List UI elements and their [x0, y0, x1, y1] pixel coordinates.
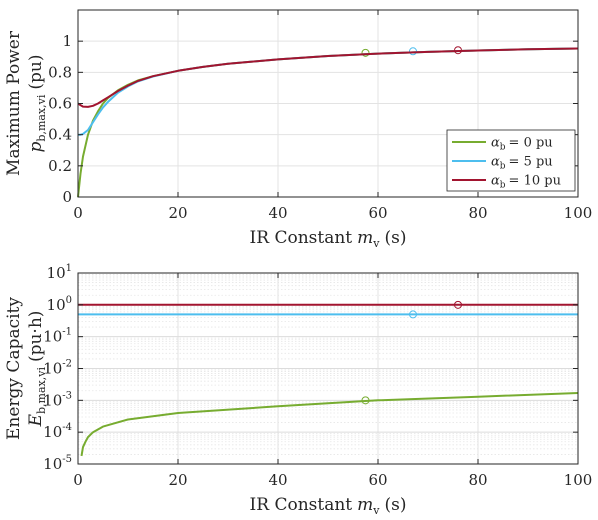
power-x-label-text: IR Constant: [250, 228, 353, 248]
legend-symbol-2: α: [491, 174, 500, 189]
energy-y-tick-exponent: -5: [62, 454, 72, 465]
power-y-axis-label: Maximum Power pb,max,vi (pu): [4, 30, 48, 176]
power-series-marker-2: [454, 46, 462, 55]
energy-x-ticks: 0 20 40 60 80 100: [73, 273, 592, 489]
legend-symbol-1: α: [491, 155, 500, 170]
energy-y-tick-base: 10: [43, 328, 62, 346]
energy-series-line-0: [80, 392, 579, 457]
energy-y-label-unit: (pu·h): [26, 311, 46, 362]
power-y-tick-label: 0.8: [48, 63, 72, 81]
energy-y-tick-label: 101: [47, 263, 72, 282]
energy-y-tick-exponent: 0: [66, 295, 72, 306]
power-x-label-sub: v: [372, 237, 380, 250]
energy-x-tick-label: 0: [73, 471, 83, 489]
energy-y-label-sub: b,max,vi: [35, 367, 48, 414]
energy-x-label-sub: v: [372, 504, 380, 517]
power-x-label-symbol: m: [357, 228, 373, 248]
power-y-tick-label: 0: [62, 188, 72, 206]
energy-series-marker-0: [361, 396, 370, 405]
energy-y-label-text: Energy Capacity: [4, 297, 24, 440]
legend-label-0: αb = 0 pu: [491, 136, 553, 153]
energy-x-axis-label: IR Constant mv (s): [250, 495, 407, 517]
power-y-tick-label: 1: [62, 32, 72, 50]
energy-y-label-symbol: E: [26, 413, 46, 427]
power-x-tick-label: 100: [564, 204, 593, 222]
energy-y-tick-base: 10: [43, 391, 62, 409]
power-y-label-sub: b,max,vi: [35, 94, 48, 141]
energy-y-tick-exponent: -3: [62, 390, 72, 401]
power-x-tick-label: 20: [168, 204, 187, 222]
energy-series-marker-1: [409, 310, 417, 319]
power-legend: αb = 0 pu αb = 5 pu αb = 10 pu: [446, 129, 576, 192]
power-x-tick-label: 40: [268, 204, 287, 222]
energy-y-tick-label: 10-3: [43, 390, 72, 409]
legend-sub-1: b: [500, 162, 506, 172]
legend-label-2: αb = 10 pu: [491, 174, 561, 191]
energy-y-tick-exponent: 1: [66, 263, 72, 274]
energy-y-tick-exponent: -1: [62, 327, 72, 338]
energy-y-label-quantity: Eb,max,vi (pu·h): [26, 311, 48, 428]
energy-y-tick-base: 10: [43, 423, 62, 441]
energy-y-axis-label: Energy Capacity Eb,max,vi (pu·h): [4, 297, 48, 440]
energy-x-tick-label: 100: [564, 471, 593, 489]
energy-y-tick-label: 100: [47, 295, 72, 314]
energy-y-tick-label: 10-1: [43, 327, 72, 346]
power-series-marker-0: [361, 48, 370, 57]
legend-label-1: αb = 5 pu: [491, 155, 553, 172]
energy-x-label-text: IR Constant: [250, 495, 353, 515]
energy-x-tick-label: 60: [368, 471, 387, 489]
power-y-label-symbol: p: [26, 141, 46, 152]
energy-y-tick-label: 10-5: [43, 454, 72, 473]
energy-x-label-symbol: m: [357, 495, 373, 515]
power-chart: 00.20.40.60.81 0 20 40 60 80 100 αb = 0 pu αb =…: [4, 9, 592, 250]
power-x-tick-label: 60: [368, 204, 387, 222]
energy-x-tick-label: 20: [168, 471, 187, 489]
power-x-label-unit: (s): [384, 228, 406, 248]
legend-value-0: = 0 pu: [509, 136, 553, 151]
energy-y-tick-exponent: -4: [62, 422, 72, 433]
power-series: [77, 46, 579, 198]
energy-y-tick-base: 10: [47, 264, 66, 282]
legend-value-2: = 10 pu: [509, 174, 561, 189]
legend-sub-2: b: [500, 181, 506, 191]
energy-y-tick-exponent: -2: [62, 359, 72, 370]
power-y-tick-label: 0.6: [48, 95, 72, 113]
energy-y-tick-label: 10-2: [43, 359, 72, 378]
energy-series-marker-2: [454, 300, 462, 309]
power-y-label-text: Maximum Power: [4, 30, 24, 176]
legend-sub-0: b: [500, 143, 506, 153]
legend-symbol-0: α: [491, 136, 500, 151]
power-y-label-unit: (pu): [26, 55, 46, 90]
power-x-ticks: 0 20 40 60 80 100: [73, 10, 592, 222]
energy-y-tick-label: 10-4: [43, 422, 72, 441]
power-y-label-quantity: pb,max,vi (pu): [26, 55, 48, 153]
power-series-line-2: [77, 47, 579, 108]
power-y-tick-label: 0.4: [48, 126, 72, 144]
energy-x-label-unit: (s): [384, 495, 406, 515]
power-y-tick-label: 0.2: [48, 157, 72, 175]
energy-x-tick-label: 40: [268, 471, 287, 489]
energy-y-tick-base: 10: [43, 360, 62, 378]
power-x-tick-label: 80: [468, 204, 487, 222]
power-x-axis-label: IR Constant mv (s): [250, 228, 407, 250]
energy-y-tick-base: 10: [47, 296, 66, 314]
energy-series: [78, 300, 579, 457]
power-x-tick-label: 0: [73, 204, 83, 222]
energy-y-tick-base: 10: [43, 455, 62, 473]
power-y-ticks: 0 0.2 0.4 0.6 0.8 1: [48, 32, 578, 206]
energy-x-tick-label: 80: [468, 471, 487, 489]
legend-value-1: = 5 pu: [509, 155, 553, 170]
